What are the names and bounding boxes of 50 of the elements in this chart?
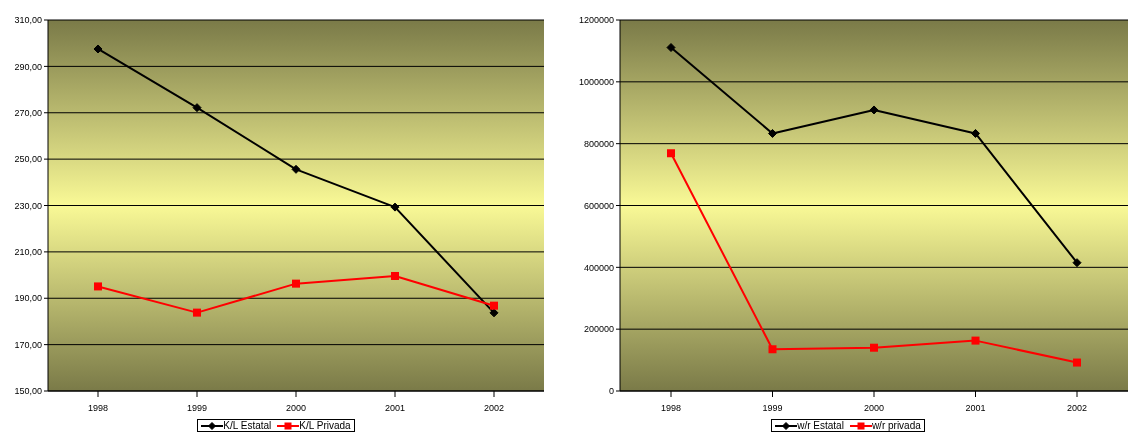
x-tick-label: 2002 — [1066, 403, 1088, 414]
legend-label: w/r Estatal — [796, 420, 844, 431]
y-tick-label: 0 — [608, 386, 614, 397]
point — [490, 301, 498, 310]
legend-label: w/r privada — [870, 420, 921, 431]
x-tick-label: 2000 — [863, 403, 885, 414]
legend-label: K/L Privada — [298, 420, 351, 431]
x-tick-label: 1999 — [186, 403, 208, 414]
y-tick-label: 800000 — [583, 138, 614, 149]
point — [1073, 358, 1081, 367]
point — [291, 164, 301, 174]
point — [292, 279, 300, 288]
y-tick-label: 230,00 — [14, 200, 42, 211]
x-tick-label: 1999 — [762, 403, 783, 414]
point — [390, 202, 400, 212]
point — [391, 271, 399, 280]
point — [94, 282, 102, 291]
x-tick-label: 1998 — [660, 403, 682, 414]
y-tick-label: 290,00 — [14, 61, 42, 72]
y-tick-label: 270,00 — [14, 107, 42, 118]
point — [869, 105, 879, 115]
point — [93, 44, 103, 54]
point — [971, 128, 980, 138]
x-tick-label: 2002 — [483, 403, 505, 414]
point — [768, 128, 777, 138]
y-tick-label: 1200000 — [578, 15, 614, 26]
point — [193, 308, 201, 317]
y-tick-label: 170,00 — [14, 339, 42, 350]
point — [1072, 258, 1082, 268]
point — [768, 345, 777, 354]
legend-label: K/L Estatal — [222, 420, 272, 431]
y-tick-label: 190,00 — [14, 293, 42, 304]
x-tick-label: 2000 — [285, 403, 307, 414]
x-tick-label: 2001 — [384, 403, 406, 414]
y-tick-label: 600000 — [583, 200, 614, 211]
y-tick-label: 210,00 — [14, 247, 42, 258]
y-tick-label: 150,00 — [14, 386, 42, 397]
point — [971, 336, 980, 345]
y-tick-label: 200000 — [583, 324, 614, 335]
point — [666, 43, 676, 53]
y-tick-label: 250,00 — [14, 154, 42, 165]
point — [870, 343, 878, 352]
y-tick-label: 400000 — [583, 262, 614, 273]
point — [192, 103, 202, 113]
point — [489, 308, 499, 318]
x-tick-label: 1998 — [87, 403, 109, 414]
point — [667, 149, 675, 158]
y-tick-label: 1000000 — [578, 77, 614, 88]
x-tick-label: 2001 — [965, 403, 986, 414]
y-tick-label: 310,00 — [14, 15, 42, 26]
